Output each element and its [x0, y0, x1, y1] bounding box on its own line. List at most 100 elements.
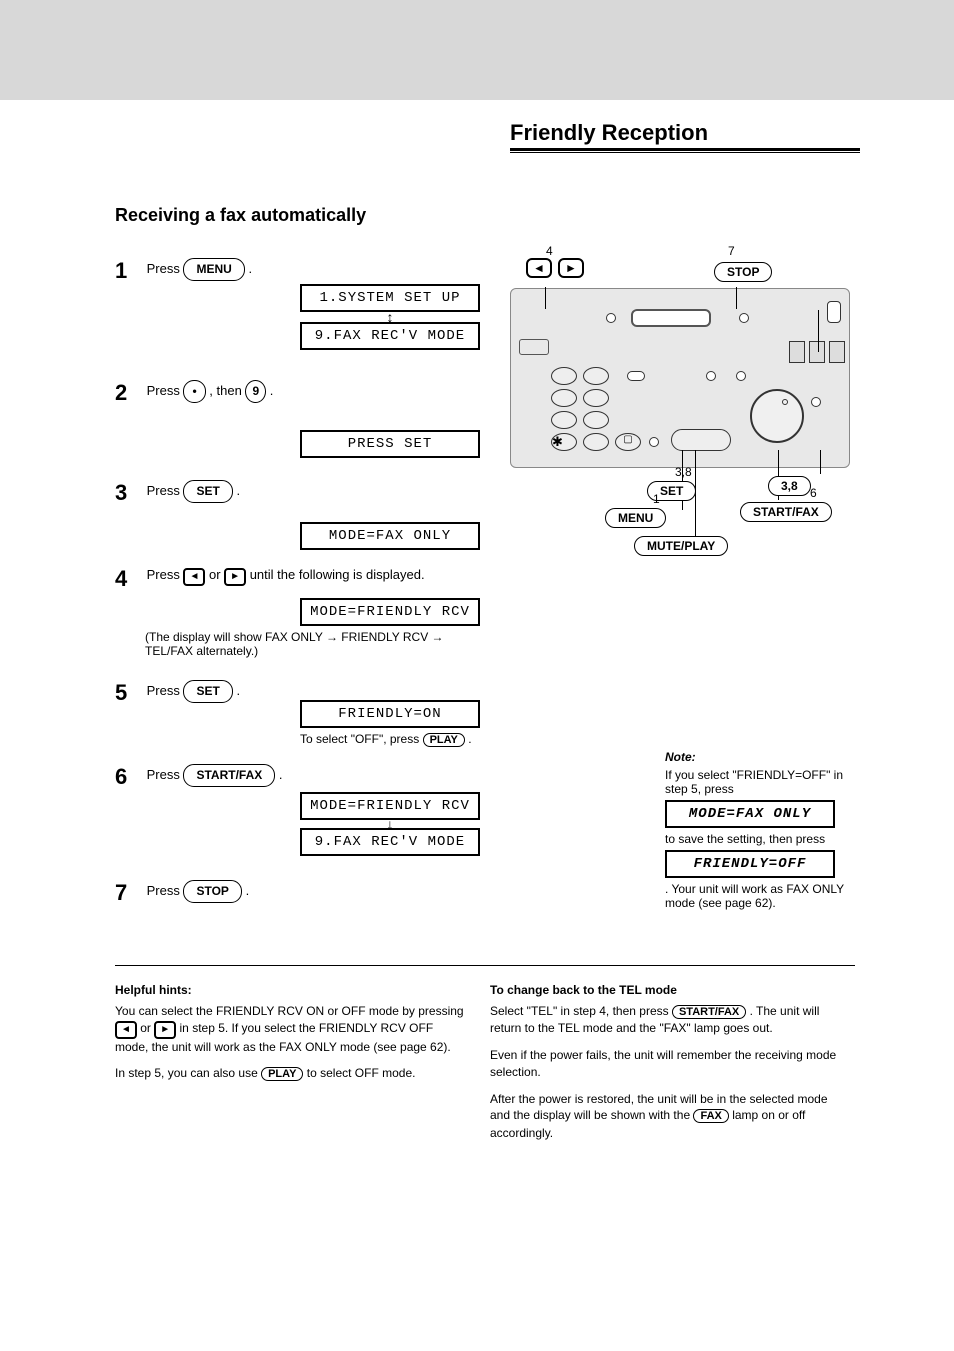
set-button: SET [183, 480, 232, 503]
device-dot [739, 313, 749, 323]
device-oval [671, 429, 731, 451]
knob-indicator-icon [782, 399, 788, 405]
key-9: 9 [245, 380, 266, 403]
play-button: PLAY [423, 733, 465, 747]
device-tray [519, 339, 549, 355]
hint-left-title: Helpful hints: [115, 982, 465, 999]
device-knob [750, 389, 804, 443]
step-text: , then [209, 383, 245, 398]
device-rect-key [829, 341, 845, 363]
device-key [583, 367, 609, 385]
section-heading: Receiving a fax automatically [115, 205, 366, 226]
device-key [583, 433, 609, 451]
device-key [583, 389, 609, 407]
step-number: 1 [115, 258, 143, 284]
step-text: . [270, 383, 274, 398]
device-rect [827, 301, 841, 323]
step-number: 5 [115, 680, 143, 706]
callout-3: 3,8 [675, 465, 692, 479]
note-title: Note: [665, 750, 696, 764]
right-arrow-key-icon: ► [558, 258, 584, 278]
hint-text: or [140, 1021, 154, 1035]
device-screen [631, 309, 711, 327]
step-text: until the following is displayed. [250, 567, 425, 582]
lcd-display: FRIENDLY=OFF [665, 850, 835, 878]
callout-1: 7 [728, 244, 735, 258]
startfax-button: START/FAX [672, 1005, 746, 1019]
device-rect-key [809, 341, 825, 363]
startfax-button: FAX [693, 1109, 728, 1123]
device-key [551, 389, 577, 407]
device-panel: ✱ ▢ [510, 288, 850, 468]
step-5: 5 Press SET . [115, 680, 855, 706]
step-5-note: To select "OFF", press PLAY . [300, 732, 472, 746]
lcd-display: 1.SYSTEM SET UP [300, 284, 480, 312]
note-block: Note: If you select "FRIENDLY=OFF" in st… [665, 750, 855, 910]
hint-left: Helpful hints: You can select the FRIEND… [115, 982, 465, 1083]
stop-button: STOP [183, 880, 241, 903]
device-key: ✱ [551, 433, 577, 451]
device-key [551, 411, 577, 429]
page-header-band [0, 0, 954, 100]
device-key: ▢ [615, 433, 641, 451]
dot-button: • [183, 380, 205, 403]
step-text: . [279, 767, 283, 782]
lcd-display: 9.FAX REC'V MODE [300, 828, 480, 856]
step-text: Press [147, 883, 184, 898]
device-rect-key [789, 341, 805, 363]
step-number: 6 [115, 764, 143, 790]
diagram-menu-label: MENU [605, 508, 666, 528]
right-arrow-key: ► [154, 1021, 176, 1039]
hint-right: To change back to the TEL mode Select "T… [490, 982, 840, 1142]
leader-line [736, 287, 737, 309]
diagram-stop-label: 3,8 [768, 476, 811, 496]
left-arrow-key: ◄ [183, 568, 205, 586]
updown-arrow-icon: ↕ [300, 312, 480, 322]
step-number: 7 [115, 880, 143, 906]
note-text: If you select "FRIENDLY=OFF" in step 5, … [665, 768, 843, 796]
left-arrow-key-icon: ◄ [526, 258, 552, 278]
hint-text: Select "TEL" in step 4, then press [490, 1004, 672, 1018]
step-number: 4 [115, 566, 143, 592]
play-button: PLAY [261, 1067, 303, 1081]
lcd-display: MODE=FAX ONLY [300, 522, 480, 550]
step-4: 4 Press ◄ or ► until the following is di… [115, 566, 855, 592]
hint-text: You can select the FRIENDLY RCV ON or OF… [115, 1004, 464, 1018]
hint-text: to select OFF mode. [307, 1066, 416, 1080]
step-text: . [246, 883, 250, 898]
device-dot [606, 313, 616, 323]
step-number: 2 [115, 380, 143, 406]
leader-line [545, 287, 546, 309]
step-text: . [236, 683, 240, 698]
lcd-display: MODE=FRIENDLY RCV [300, 598, 480, 626]
hint-text: Even if the power fails, the unit will r… [490, 1048, 836, 1079]
title-rule [510, 148, 860, 153]
device-bar [627, 371, 645, 381]
step-text: Press [147, 261, 184, 276]
device-dot [649, 437, 659, 447]
menu-button: MENU [183, 258, 244, 281]
right-arrow-key: ► [224, 568, 246, 586]
step-text: Press [147, 767, 184, 782]
set-button: SET [183, 680, 232, 703]
callout-6: 6 [810, 486, 817, 500]
leader-line [820, 450, 821, 474]
step-number: 3 [115, 480, 143, 506]
leader-line [818, 310, 819, 352]
note-text: to save the setting, then press [665, 832, 825, 846]
device-dot [736, 371, 746, 381]
leader-line [682, 450, 683, 510]
down-arrow-icon: ↓ [300, 820, 480, 828]
control-panel-diagram: ◄ ► 4 STOP 7 ✱ ▢ [510, 258, 860, 548]
hint-text: In step 5, you can also use [115, 1066, 261, 1080]
device-dot [706, 371, 716, 381]
lcd-display: FRIENDLY=ON [300, 700, 480, 728]
lcd-group: MODE=FRIENDLY RCV ↓ 9.FAX REC'V MODE [300, 792, 480, 856]
hint-divider [115, 965, 855, 966]
lcd-display: MODE=FAX ONLY [665, 800, 835, 828]
left-arrow-key: ◄ [115, 1021, 137, 1039]
page-title: Friendly Reception [510, 120, 708, 146]
lcd-display: 9.FAX REC'V MODE [300, 322, 480, 350]
device-key [551, 367, 577, 385]
stop-button: STOP [714, 262, 772, 282]
